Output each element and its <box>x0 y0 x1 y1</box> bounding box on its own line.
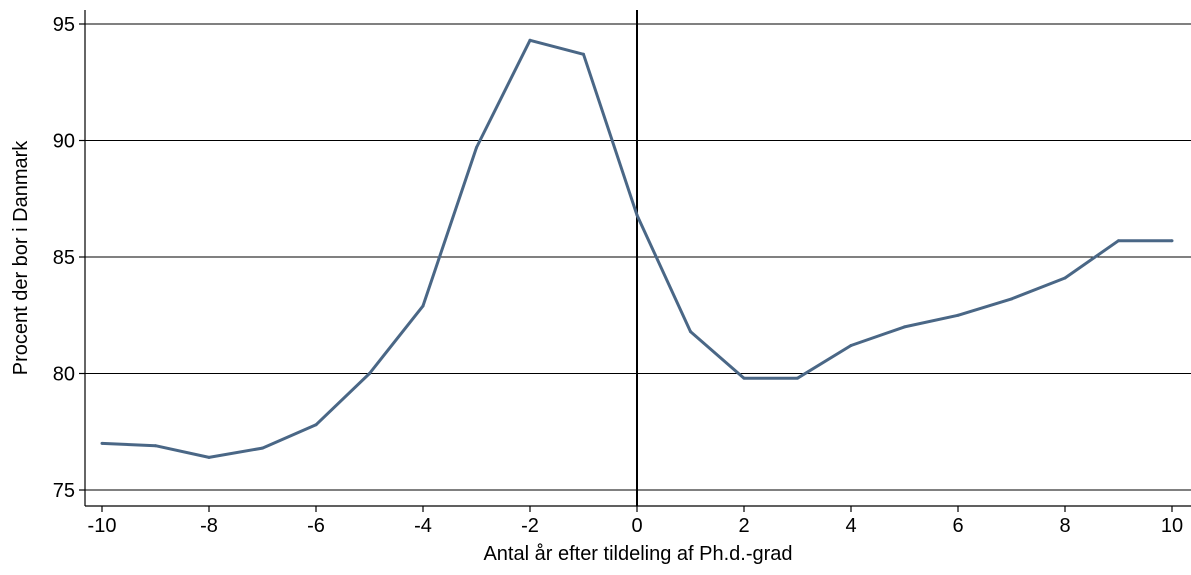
data-point <box>582 52 585 56</box>
x-tick-label: 6 <box>952 515 963 537</box>
data-point <box>849 344 853 348</box>
data-point <box>421 304 425 308</box>
x-tick-label: 8 <box>1059 515 1070 537</box>
data-point <box>314 423 318 427</box>
data-point <box>742 376 746 380</box>
x-tick-label: -8 <box>200 515 218 537</box>
y-axis-label: Procent der bor i Danmark <box>10 140 32 376</box>
series <box>100 38 1174 459</box>
x-tick-label: -4 <box>414 515 432 537</box>
data-point <box>528 38 532 42</box>
data-point <box>1117 239 1120 243</box>
data-point <box>1170 239 1174 243</box>
data-point <box>261 446 264 450</box>
x-tick-label: 0 <box>631 515 642 537</box>
y-tick-label: 95 <box>53 14 75 36</box>
data-point <box>1063 276 1067 280</box>
x-tick-label: 2 <box>738 515 749 537</box>
data-point <box>1010 297 1013 301</box>
data-point <box>635 213 639 217</box>
y-tick-label: 80 <box>53 364 75 386</box>
data-point <box>475 145 478 149</box>
x-tick-label: 10 <box>1161 515 1183 537</box>
data-point <box>796 376 799 380</box>
y-tick-label: 85 <box>53 247 75 269</box>
x-tick-label: -6 <box>307 515 325 537</box>
axes: 75 80 85 90 95 -10 -8 -6 -4 -2 0 2 4 6 8 10 <box>53 10 1191 537</box>
y-tick-label: 90 <box>53 131 75 153</box>
x-tick-label: -10 <box>88 515 117 537</box>
x-tick-label: -2 <box>521 515 539 537</box>
data-point <box>956 313 960 317</box>
y-tick-label: 75 <box>53 480 75 502</box>
x-tick-label: 4 <box>845 515 856 537</box>
data-point <box>689 330 692 334</box>
data-point <box>207 455 211 459</box>
data-point <box>100 441 104 445</box>
data-point <box>154 444 157 448</box>
x-axis-label: Antal år efter tildeling af Ph.d.-grad <box>483 543 792 565</box>
data-point <box>368 372 371 375</box>
data-point <box>903 325 906 329</box>
